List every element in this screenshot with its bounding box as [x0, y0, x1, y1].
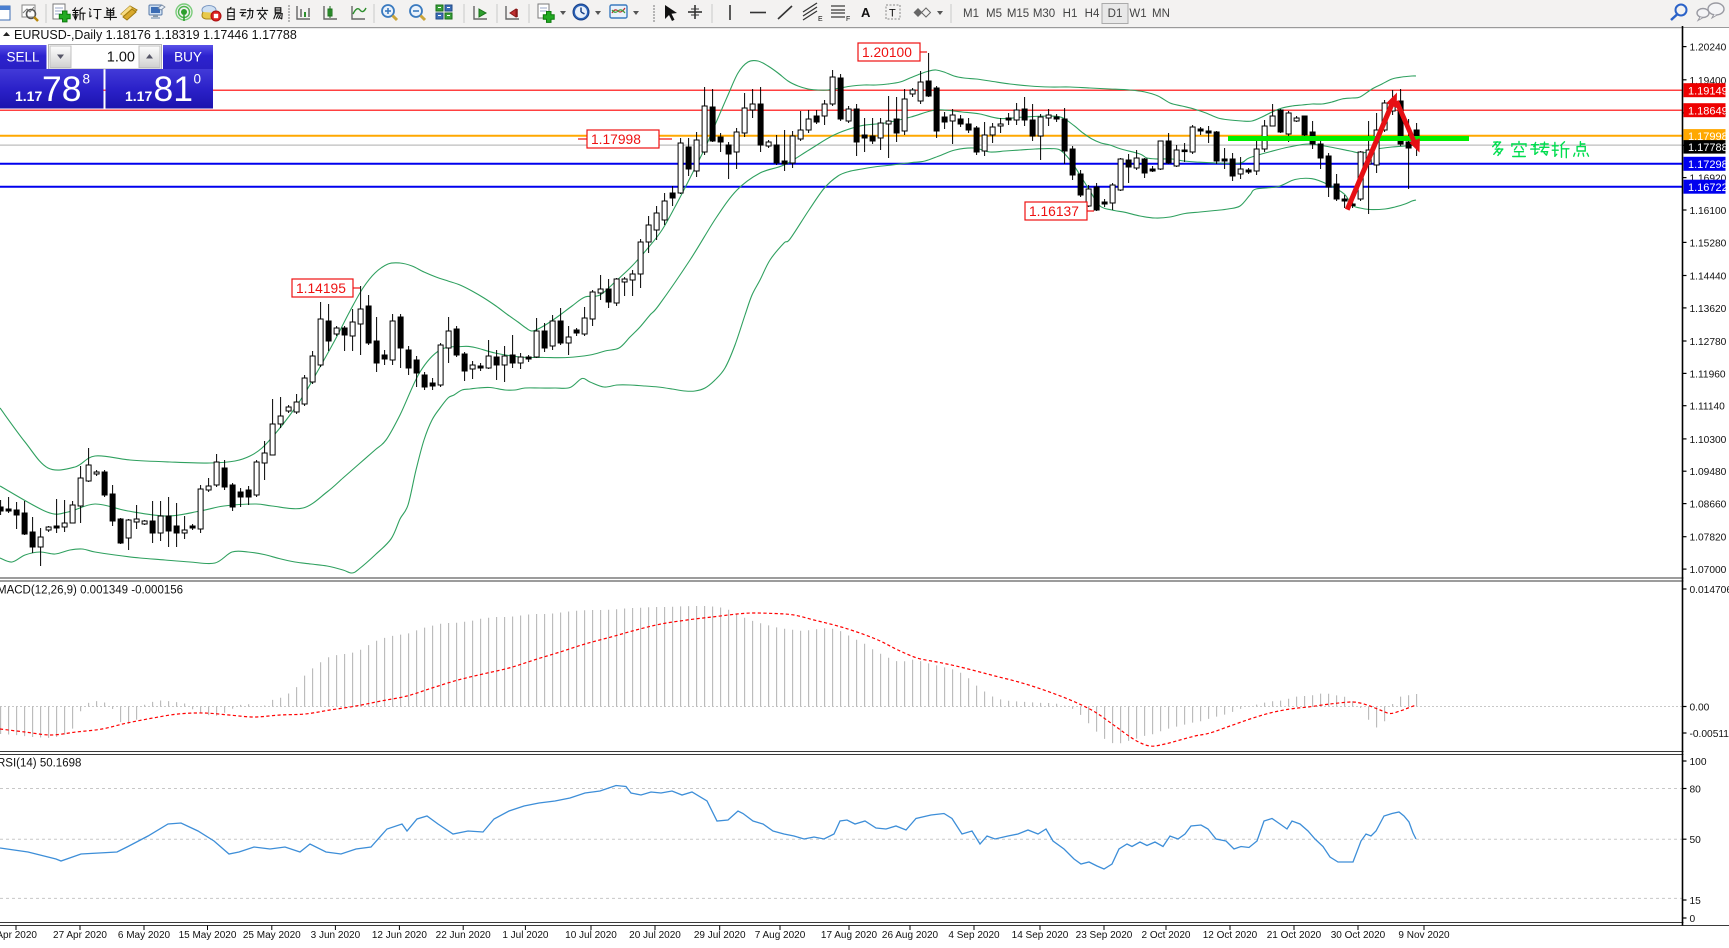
svg-text:1.07000: 1.07000 — [1690, 565, 1727, 576]
svg-text:1.07820: 1.07820 — [1690, 533, 1727, 544]
svg-text:14 Sep 2020: 14 Sep 2020 — [1012, 930, 1069, 941]
svg-text:8: 8 — [83, 72, 91, 87]
svg-text:1.14440: 1.14440 — [1690, 272, 1727, 283]
svg-text:T: T — [889, 8, 896, 20]
svg-text:1.16100: 1.16100 — [1690, 206, 1727, 217]
svg-text:D1: D1 — [1108, 8, 1123, 20]
svg-text:50: 50 — [1690, 835, 1702, 846]
svg-text:M15: M15 — [1007, 8, 1029, 20]
svg-text:1.15280: 1.15280 — [1690, 238, 1727, 249]
svg-text:1.19149: 1.19149 — [1688, 85, 1728, 97]
svg-text:12 Oct 2020: 12 Oct 2020 — [1203, 930, 1258, 941]
svg-text:17 Aug 2020: 17 Aug 2020 — [821, 930, 878, 941]
svg-text:29 Jul 2020: 29 Jul 2020 — [694, 930, 746, 941]
svg-text:21 Oct 2020: 21 Oct 2020 — [1267, 930, 1322, 941]
svg-text:1.16722: 1.16722 — [1688, 182, 1728, 194]
svg-text:W1: W1 — [1129, 8, 1146, 20]
svg-text:1.08660: 1.08660 — [1690, 500, 1727, 511]
svg-text:17 Apr 2020: 17 Apr 2020 — [0, 930, 37, 941]
svg-text:1.11960: 1.11960 — [1690, 369, 1726, 380]
svg-text:MACD(12,26,9) 0.001349 -0.0001: MACD(12,26,9) 0.001349 -0.000156 — [0, 585, 183, 597]
svg-text:9 Nov 2020: 9 Nov 2020 — [1398, 930, 1450, 941]
svg-text:27 Apr 2020: 27 Apr 2020 — [53, 930, 107, 941]
svg-text:1.17788: 1.17788 — [1688, 142, 1728, 154]
svg-text:1.20240: 1.20240 — [1690, 43, 1727, 54]
svg-text:H1: H1 — [1063, 8, 1078, 20]
svg-text:-0.005113: -0.005113 — [1690, 729, 1729, 740]
svg-text:SELL: SELL — [6, 50, 40, 65]
svg-text:M30: M30 — [1033, 8, 1055, 20]
svg-text:1.11140: 1.11140 — [1690, 402, 1726, 413]
svg-text:20 Jul 2020: 20 Jul 2020 — [629, 930, 681, 941]
svg-text:22 Jun 2020: 22 Jun 2020 — [436, 930, 491, 941]
svg-text:6 May 2020: 6 May 2020 — [118, 930, 171, 941]
svg-text:F: F — [846, 16, 850, 23]
svg-text:1.17998: 1.17998 — [591, 132, 641, 147]
svg-text:10 Jul 2020: 10 Jul 2020 — [565, 930, 617, 941]
svg-text:100: 100 — [1690, 757, 1707, 768]
svg-text:E: E — [818, 16, 823, 23]
svg-text:2 Oct 2020: 2 Oct 2020 — [1142, 930, 1191, 941]
svg-text:1.10300: 1.10300 — [1690, 435, 1727, 446]
svg-text:1.17: 1.17 — [125, 88, 152, 104]
svg-text:1.20100: 1.20100 — [862, 45, 912, 60]
svg-text:1.12780: 1.12780 — [1690, 337, 1727, 348]
svg-text:15 May 2020: 15 May 2020 — [179, 930, 237, 941]
svg-text:M1: M1 — [963, 8, 979, 20]
svg-text:1.13620: 1.13620 — [1690, 304, 1727, 315]
svg-text:80: 80 — [1690, 785, 1702, 796]
svg-text:23 Sep 2020: 23 Sep 2020 — [1076, 930, 1133, 941]
svg-text:78: 78 — [42, 69, 82, 109]
svg-text:0.00: 0.00 — [1690, 703, 1710, 714]
svg-text:81: 81 — [154, 69, 194, 109]
svg-text:M5: M5 — [986, 8, 1002, 20]
svg-text:RSI(14) 50.1698: RSI(14) 50.1698 — [0, 758, 81, 770]
svg-text:25 May 2020: 25 May 2020 — [243, 930, 301, 941]
svg-text:MN: MN — [1152, 8, 1170, 20]
svg-text:7 Aug 2020: 7 Aug 2020 — [755, 930, 806, 941]
svg-text:12 Jun 2020: 12 Jun 2020 — [372, 930, 427, 941]
svg-text:30 Oct 2020: 30 Oct 2020 — [1331, 930, 1386, 941]
svg-text:1.16137: 1.16137 — [1029, 204, 1079, 219]
svg-text:3 Jun 2020: 3 Jun 2020 — [311, 930, 361, 941]
svg-text:0: 0 — [194, 72, 202, 87]
svg-text:BUY: BUY — [174, 50, 202, 65]
svg-text:1 Jul 2020: 1 Jul 2020 — [502, 930, 549, 941]
svg-text:A: A — [861, 5, 871, 20]
svg-text:0: 0 — [1690, 914, 1696, 925]
svg-text:1.17: 1.17 — [15, 88, 42, 104]
svg-text:EURUSD-,Daily 1.18176 1.18319: EURUSD-,Daily 1.18176 1.18319 1.17446 1.… — [14, 28, 297, 42]
svg-text:0.014706: 0.014706 — [1690, 585, 1729, 596]
svg-text:4 Sep 2020: 4 Sep 2020 — [948, 930, 1000, 941]
svg-text:H4: H4 — [1085, 8, 1100, 20]
svg-text:1.00: 1.00 — [107, 50, 135, 66]
svg-text:1.18649: 1.18649 — [1688, 105, 1728, 117]
svg-text:15: 15 — [1690, 896, 1702, 907]
svg-text:1.14195: 1.14195 — [296, 281, 346, 296]
svg-text:26 Aug 2020: 26 Aug 2020 — [882, 930, 939, 941]
svg-text:1.17298: 1.17298 — [1688, 159, 1728, 171]
svg-text:1.09480: 1.09480 — [1690, 467, 1727, 478]
